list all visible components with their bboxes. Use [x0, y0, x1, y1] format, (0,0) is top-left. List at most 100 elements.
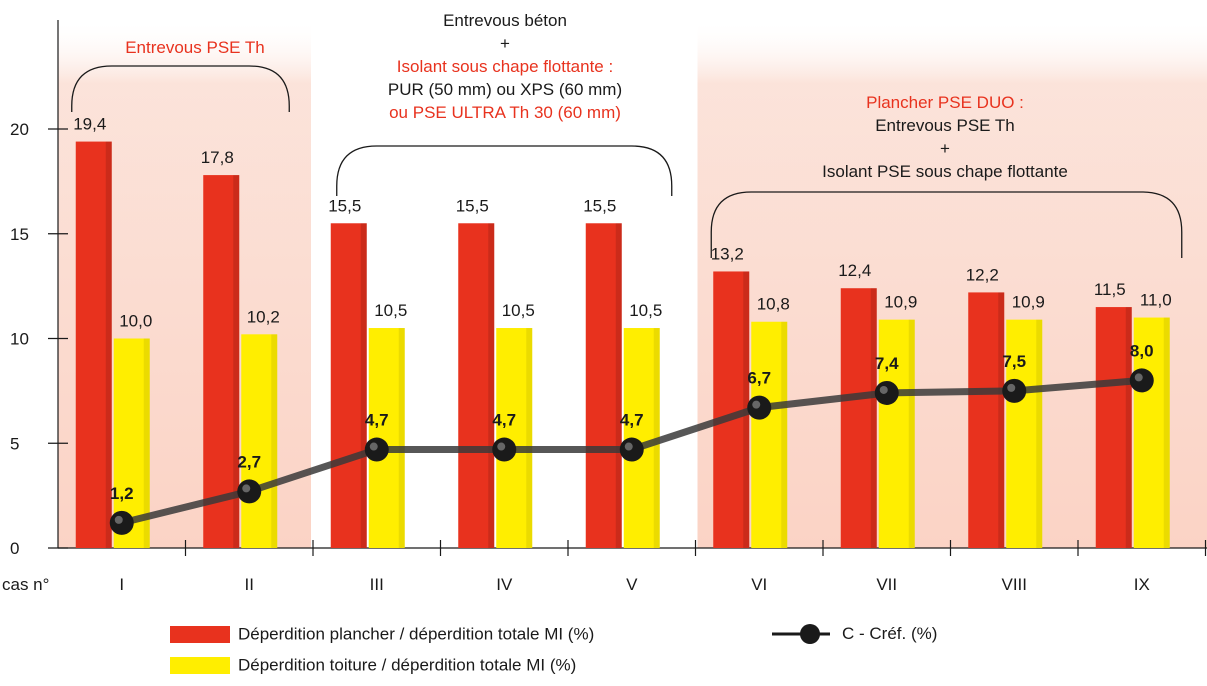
- bar-roof-shade: [271, 334, 278, 548]
- group3-bracket: [710, 191, 1183, 258]
- group1-bracket: [71, 65, 290, 112]
- cref-label: 4,7: [620, 411, 644, 430]
- bar-roof-shade: [781, 321, 788, 548]
- x-tick-label: IV: [496, 575, 513, 594]
- group2-bracket: [336, 145, 673, 196]
- bar-roof: [878, 319, 915, 548]
- x-tick-label: III: [370, 575, 384, 594]
- cref-point-highlight: [1007, 383, 1016, 392]
- bar-floor: [1095, 307, 1132, 548]
- bar-roof-shade: [908, 319, 915, 548]
- cref-label: 4,7: [492, 411, 516, 430]
- cref-label: 1,2: [110, 484, 134, 503]
- bar-roof-label: 11,0: [1140, 291, 1172, 310]
- cref-point: [619, 437, 644, 462]
- bar-floor-shade: [360, 223, 367, 548]
- group3-line4: Isolant PSE sous chape flottante: [822, 162, 1068, 181]
- legend-floor: Déperdition plancher / déperdition total…: [170, 624, 594, 645]
- cref-label: 6,7: [747, 369, 771, 388]
- bar-floor-label: 13,2: [711, 244, 744, 263]
- group3-annotation: Plancher PSE DUO : Entrevous PSE Th + Is…: [780, 91, 1110, 183]
- group2-line4: PUR (50 mm) ou XPS (60 mm): [387, 80, 623, 99]
- x-axis-prefix: cas n°: [2, 575, 49, 594]
- cref-point: [492, 437, 517, 462]
- group3-line2: Entrevous PSE Th: [875, 116, 1015, 135]
- x-tick-label: VII: [876, 575, 897, 594]
- bar-floor-shade: [998, 292, 1005, 548]
- bar-floor-label: 12,4: [838, 261, 871, 280]
- bar-floor: [203, 175, 240, 548]
- bar-floor-shade: [870, 288, 877, 548]
- bar-roof: [751, 321, 788, 548]
- cref-point-highlight: [752, 400, 761, 409]
- bar-roof-shade: [398, 328, 405, 548]
- y-tick-label: 10: [10, 330, 29, 349]
- x-tick-label: V: [626, 575, 638, 594]
- bar-floor-shade: [1125, 307, 1132, 548]
- y-tick-label: 20: [10, 120, 29, 139]
- legend-roof-swatch: [170, 657, 230, 675]
- legend-floor-label: Déperdition plancher / déperdition total…: [238, 624, 595, 644]
- group2-line3: Isolant sous chape flottante :: [396, 57, 614, 76]
- bar-floor: [840, 288, 877, 548]
- bar-floor: [330, 223, 367, 548]
- x-tick-label: I: [119, 575, 124, 594]
- bar-roof-label: 10,9: [884, 293, 917, 312]
- bar-roof: [241, 334, 278, 548]
- group1-title: Entrevous PSE Th: [125, 38, 265, 57]
- bar-roof-label: 10,5: [374, 301, 407, 320]
- x-tick-label: IX: [1134, 575, 1150, 594]
- x-tick-label: II: [245, 575, 254, 594]
- bar-roof: [1133, 317, 1170, 548]
- cref-point-highlight: [114, 515, 123, 524]
- cref-label: 7,4: [875, 354, 899, 373]
- legend-floor-swatch: [170, 626, 230, 644]
- bar-roof-label: 10,9: [1012, 293, 1045, 312]
- cref-point: [874, 380, 899, 405]
- bar-roof-shade: [1163, 317, 1170, 548]
- bar-floor-shade: [105, 141, 112, 548]
- bar-floor-shade: [233, 175, 240, 548]
- bar-roof-label: 10,0: [119, 312, 152, 331]
- bar-floor-shade: [615, 223, 622, 548]
- bar-roof-shade: [143, 338, 150, 548]
- cref-point-highlight: [497, 442, 506, 451]
- cref-point: [109, 510, 134, 535]
- x-tick-label: VI: [751, 575, 767, 594]
- cref-point-highlight: [879, 385, 888, 394]
- cref-label: 4,7: [365, 411, 389, 430]
- bar-roof-shade: [1036, 319, 1043, 548]
- bar-floor-label: 15,5: [456, 196, 489, 215]
- bar-floor: [75, 141, 112, 548]
- bar-roof-shade: [526, 328, 533, 548]
- x-tick-label: VIII: [1001, 575, 1027, 594]
- bar-floor: [585, 223, 622, 548]
- cref-label: 7,5: [1002, 352, 1026, 371]
- cref-point: [747, 395, 772, 420]
- cref-point: [1129, 368, 1154, 393]
- bar-roof: [1006, 319, 1043, 548]
- bar-floor-label: 17,8: [201, 148, 234, 167]
- bar-roof-label: 10,5: [502, 301, 535, 320]
- legend-roof: Déperdition toiture / déperdition totale…: [170, 655, 576, 676]
- y-tick-label: 0: [10, 539, 19, 558]
- group3-line3: +: [940, 139, 950, 158]
- group2-annotation: Entrevous béton + Isolant sous chape flo…: [330, 9, 680, 124]
- bar-floor-label: 19,4: [73, 115, 106, 134]
- bar-floor-label: 11,5: [1094, 280, 1126, 299]
- cref-point: [237, 479, 262, 504]
- legend-roof-label: Déperdition toiture / déperdition totale…: [238, 655, 577, 675]
- legend-line-label: C - Créf. (%): [842, 624, 938, 643]
- bar-floor-label: 12,2: [966, 265, 999, 284]
- legend-line-marker: [772, 624, 830, 644]
- cref-point-highlight: [242, 484, 251, 493]
- bar-floor-label: 15,5: [328, 196, 361, 215]
- bar-floor-label: 15,5: [583, 196, 616, 215]
- legend-line: C - Créf. (%): [770, 622, 937, 646]
- cref-point: [364, 437, 389, 462]
- group2-line2: +: [500, 34, 510, 53]
- group3-line1: Plancher PSE DUO :: [866, 93, 1024, 112]
- bar-roof-label: 10,8: [757, 295, 790, 314]
- cref-label: 8,0: [1130, 341, 1154, 360]
